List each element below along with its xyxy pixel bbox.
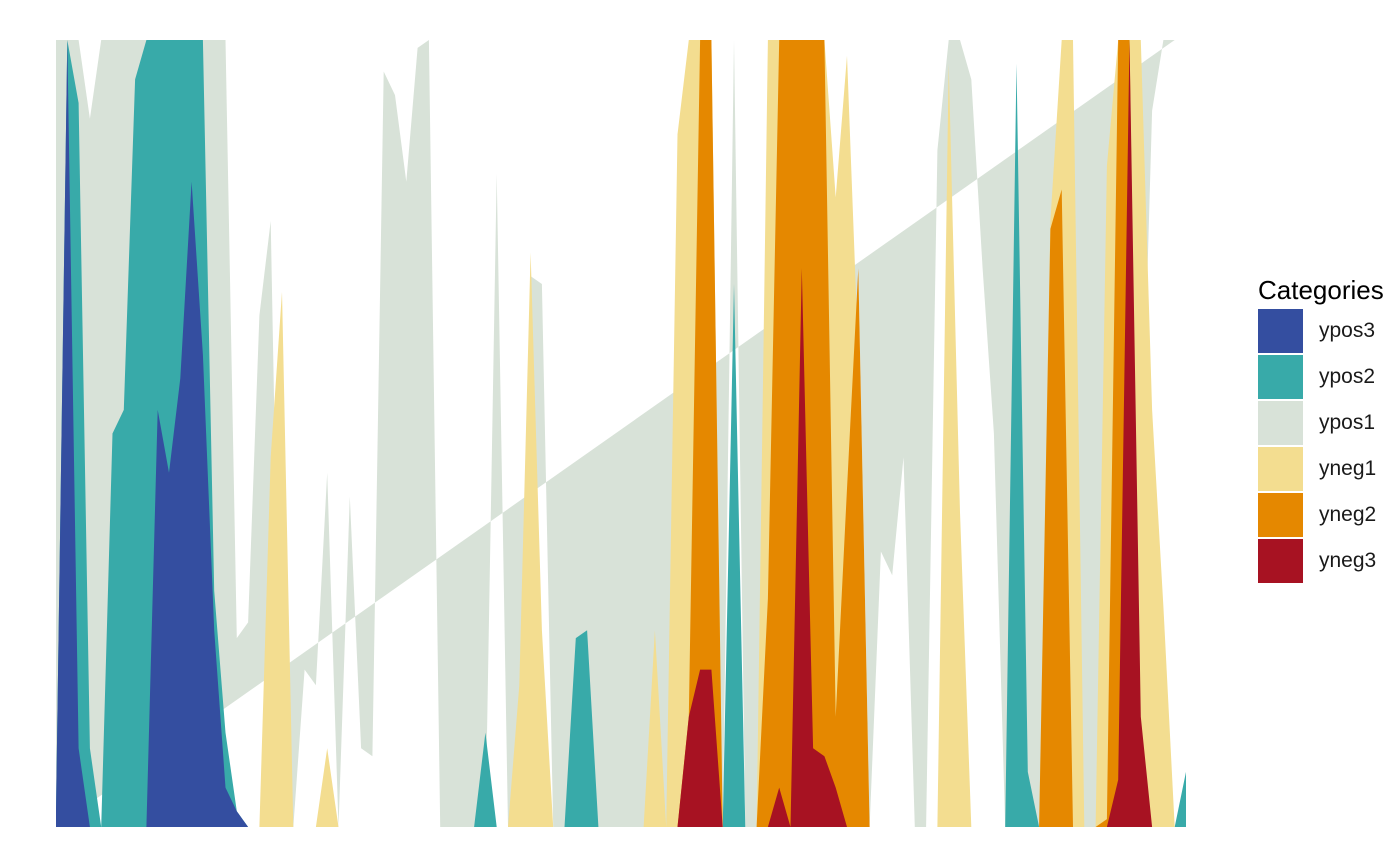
area-ypos1 xyxy=(56,40,1175,827)
chart-areas xyxy=(56,40,1186,827)
legend-swatch-yneg2 xyxy=(1258,493,1303,537)
legend-label-ypos1: ypos1 xyxy=(1319,411,1376,434)
legend-label-yneg2: yneg2 xyxy=(1319,503,1377,526)
legend-label-yneg1: yneg1 xyxy=(1319,457,1377,480)
legend-label-yneg3: yneg3 xyxy=(1319,549,1377,572)
legend-item-yneg1: yneg1 xyxy=(1258,446,1400,492)
legend-item-yneg2: yneg2 xyxy=(1258,492,1400,538)
legend-swatch-ypos1 xyxy=(1258,401,1303,445)
area-yneg2 xyxy=(56,40,1175,827)
legend-swatch-ypos3 xyxy=(1258,309,1303,353)
legend-swatch-yneg3 xyxy=(1258,539,1303,583)
legend-swatch-yneg1 xyxy=(1258,447,1303,491)
legend-title: Categories xyxy=(1258,275,1384,305)
legend-item-ypos2: ypos2 xyxy=(1258,354,1400,400)
legend-item-yneg3: yneg3 xyxy=(1258,538,1400,584)
legend-label-ypos3: ypos3 xyxy=(1319,319,1376,342)
legend-label-ypos2: ypos2 xyxy=(1319,365,1376,388)
legend-item-ypos1: ypos1 xyxy=(1258,400,1400,446)
legend-swatch-ypos2 xyxy=(1258,355,1303,399)
legend-item-ypos3: ypos3 xyxy=(1258,308,1400,354)
area-yneg1 xyxy=(56,40,1186,827)
area-ypos3 xyxy=(56,40,1186,827)
legend: Categories ypos3 ypos2 ypos1 yneg1 yneg2… xyxy=(1258,272,1400,584)
